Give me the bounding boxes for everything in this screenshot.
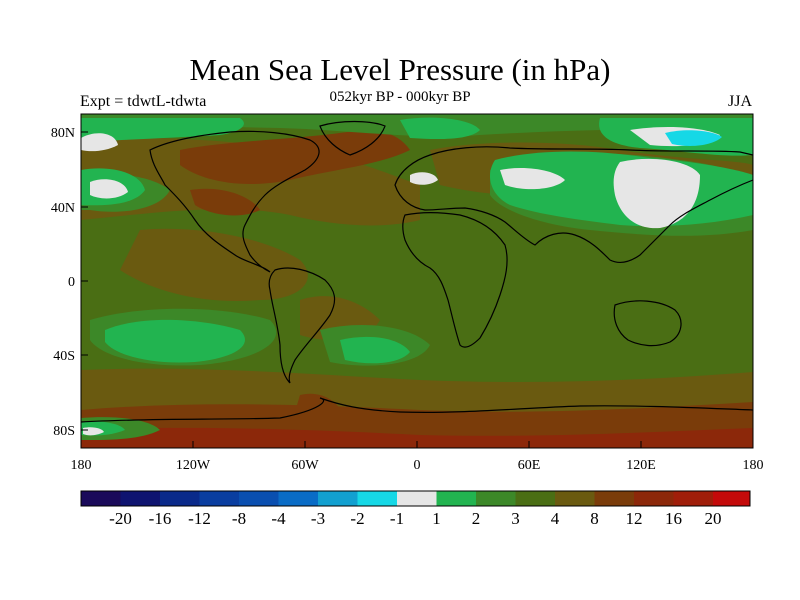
field-patch	[81, 427, 753, 448]
field-patch	[81, 118, 244, 142]
coastlines	[81, 120, 753, 423]
colorbar-label: 2	[472, 509, 481, 528]
field-patch	[105, 319, 245, 363]
colorbar-swatch	[199, 491, 239, 506]
colorbar-swatch	[515, 491, 555, 506]
colorbar-label: -4	[271, 509, 286, 528]
field-patch	[120, 228, 308, 301]
x-tick-label: 60W	[291, 458, 319, 473]
x-axis: 180 120W 60W 0 60E 120E 180	[71, 441, 764, 473]
colorbar-swatch	[436, 491, 476, 506]
colorbar-swatch	[555, 491, 595, 506]
colorbar-swatch	[673, 491, 713, 506]
y-tick-label: 40N	[51, 201, 75, 216]
coastline-antarctica	[81, 397, 753, 423]
colorbar-label: 20	[705, 509, 722, 528]
field-patch	[81, 133, 118, 152]
colorbar-swatch	[81, 491, 121, 506]
plot-title: Mean Sea Level Pressure (in hPa)	[189, 52, 611, 87]
x-tick-label: 120E	[626, 458, 656, 473]
field-patch	[190, 188, 260, 216]
colorbar-label: -2	[350, 509, 364, 528]
x-tick-label: 120W	[176, 458, 211, 473]
field-patch	[500, 168, 565, 190]
colorbar-label: -12	[188, 509, 211, 528]
x-tick-label: 60E	[518, 458, 541, 473]
coastline-australia	[613, 300, 682, 347]
colorbar-swatch	[713, 491, 750, 506]
coastline-north-america	[149, 130, 320, 273]
colorbar-label: -1	[390, 509, 404, 528]
colorbar-swatch	[160, 491, 200, 506]
colorbar-swatch	[278, 491, 318, 506]
colorbar-label: -3	[311, 509, 325, 528]
field-patch	[613, 158, 700, 229]
colorbar-label: 16	[665, 509, 682, 528]
colorbar-label: 3	[511, 509, 520, 528]
y-tick-label: 80N	[51, 126, 75, 141]
field-patch	[340, 336, 410, 364]
colorbar-label: 1	[432, 509, 441, 528]
season-label: JJA	[727, 93, 752, 110]
y-axis: 80N 40N 0 40S 80S	[51, 126, 88, 439]
colorbar-swatch	[239, 491, 279, 506]
y-tick-label: 40S	[53, 349, 75, 364]
field-patch	[665, 130, 722, 146]
field-patch	[180, 129, 410, 185]
colorbar: -20 -16 -12 -8 -4 -3 -2 -1 1 2 3 4 8 12 …	[80, 490, 751, 528]
colorbar-swatch	[397, 491, 437, 506]
colorbar-label: 4	[551, 509, 560, 528]
colorbar-frame	[80, 490, 751, 507]
experiment-label: Expt = tdwtL-tdwta	[80, 93, 207, 110]
colorbar-swatch	[318, 491, 358, 506]
coastline-greenland	[319, 120, 386, 156]
x-tick-label: 180	[71, 458, 92, 473]
colorbar-label: -20	[109, 509, 132, 528]
field-patch	[90, 179, 128, 199]
colorbar-label: 8	[590, 509, 599, 528]
field-patch	[410, 172, 438, 185]
plot-subtitle: 052kyr BP - 000kyr BP	[329, 89, 471, 105]
y-tick-label: 80S	[53, 424, 75, 439]
colorbar-swatch	[634, 491, 674, 506]
colorbar-label: 12	[626, 509, 643, 528]
map-field	[81, 114, 753, 448]
colorbar-label: -16	[149, 509, 172, 528]
field-patch	[400, 117, 480, 140]
field-patch	[83, 427, 104, 436]
coastline-africa	[402, 212, 508, 348]
coastline-south-america	[268, 267, 336, 384]
colorbar-swatch	[357, 491, 397, 506]
colorbar-swatch	[594, 491, 634, 506]
y-tick-label: 0	[68, 275, 75, 290]
x-tick-label: 180	[743, 458, 764, 473]
colorbar-label: -8	[232, 509, 246, 528]
coastline-europe-asia	[394, 146, 753, 264]
colorbar-swatch	[120, 491, 160, 506]
x-tick-label: 0	[414, 458, 421, 473]
colorbar-swatch	[476, 491, 516, 506]
